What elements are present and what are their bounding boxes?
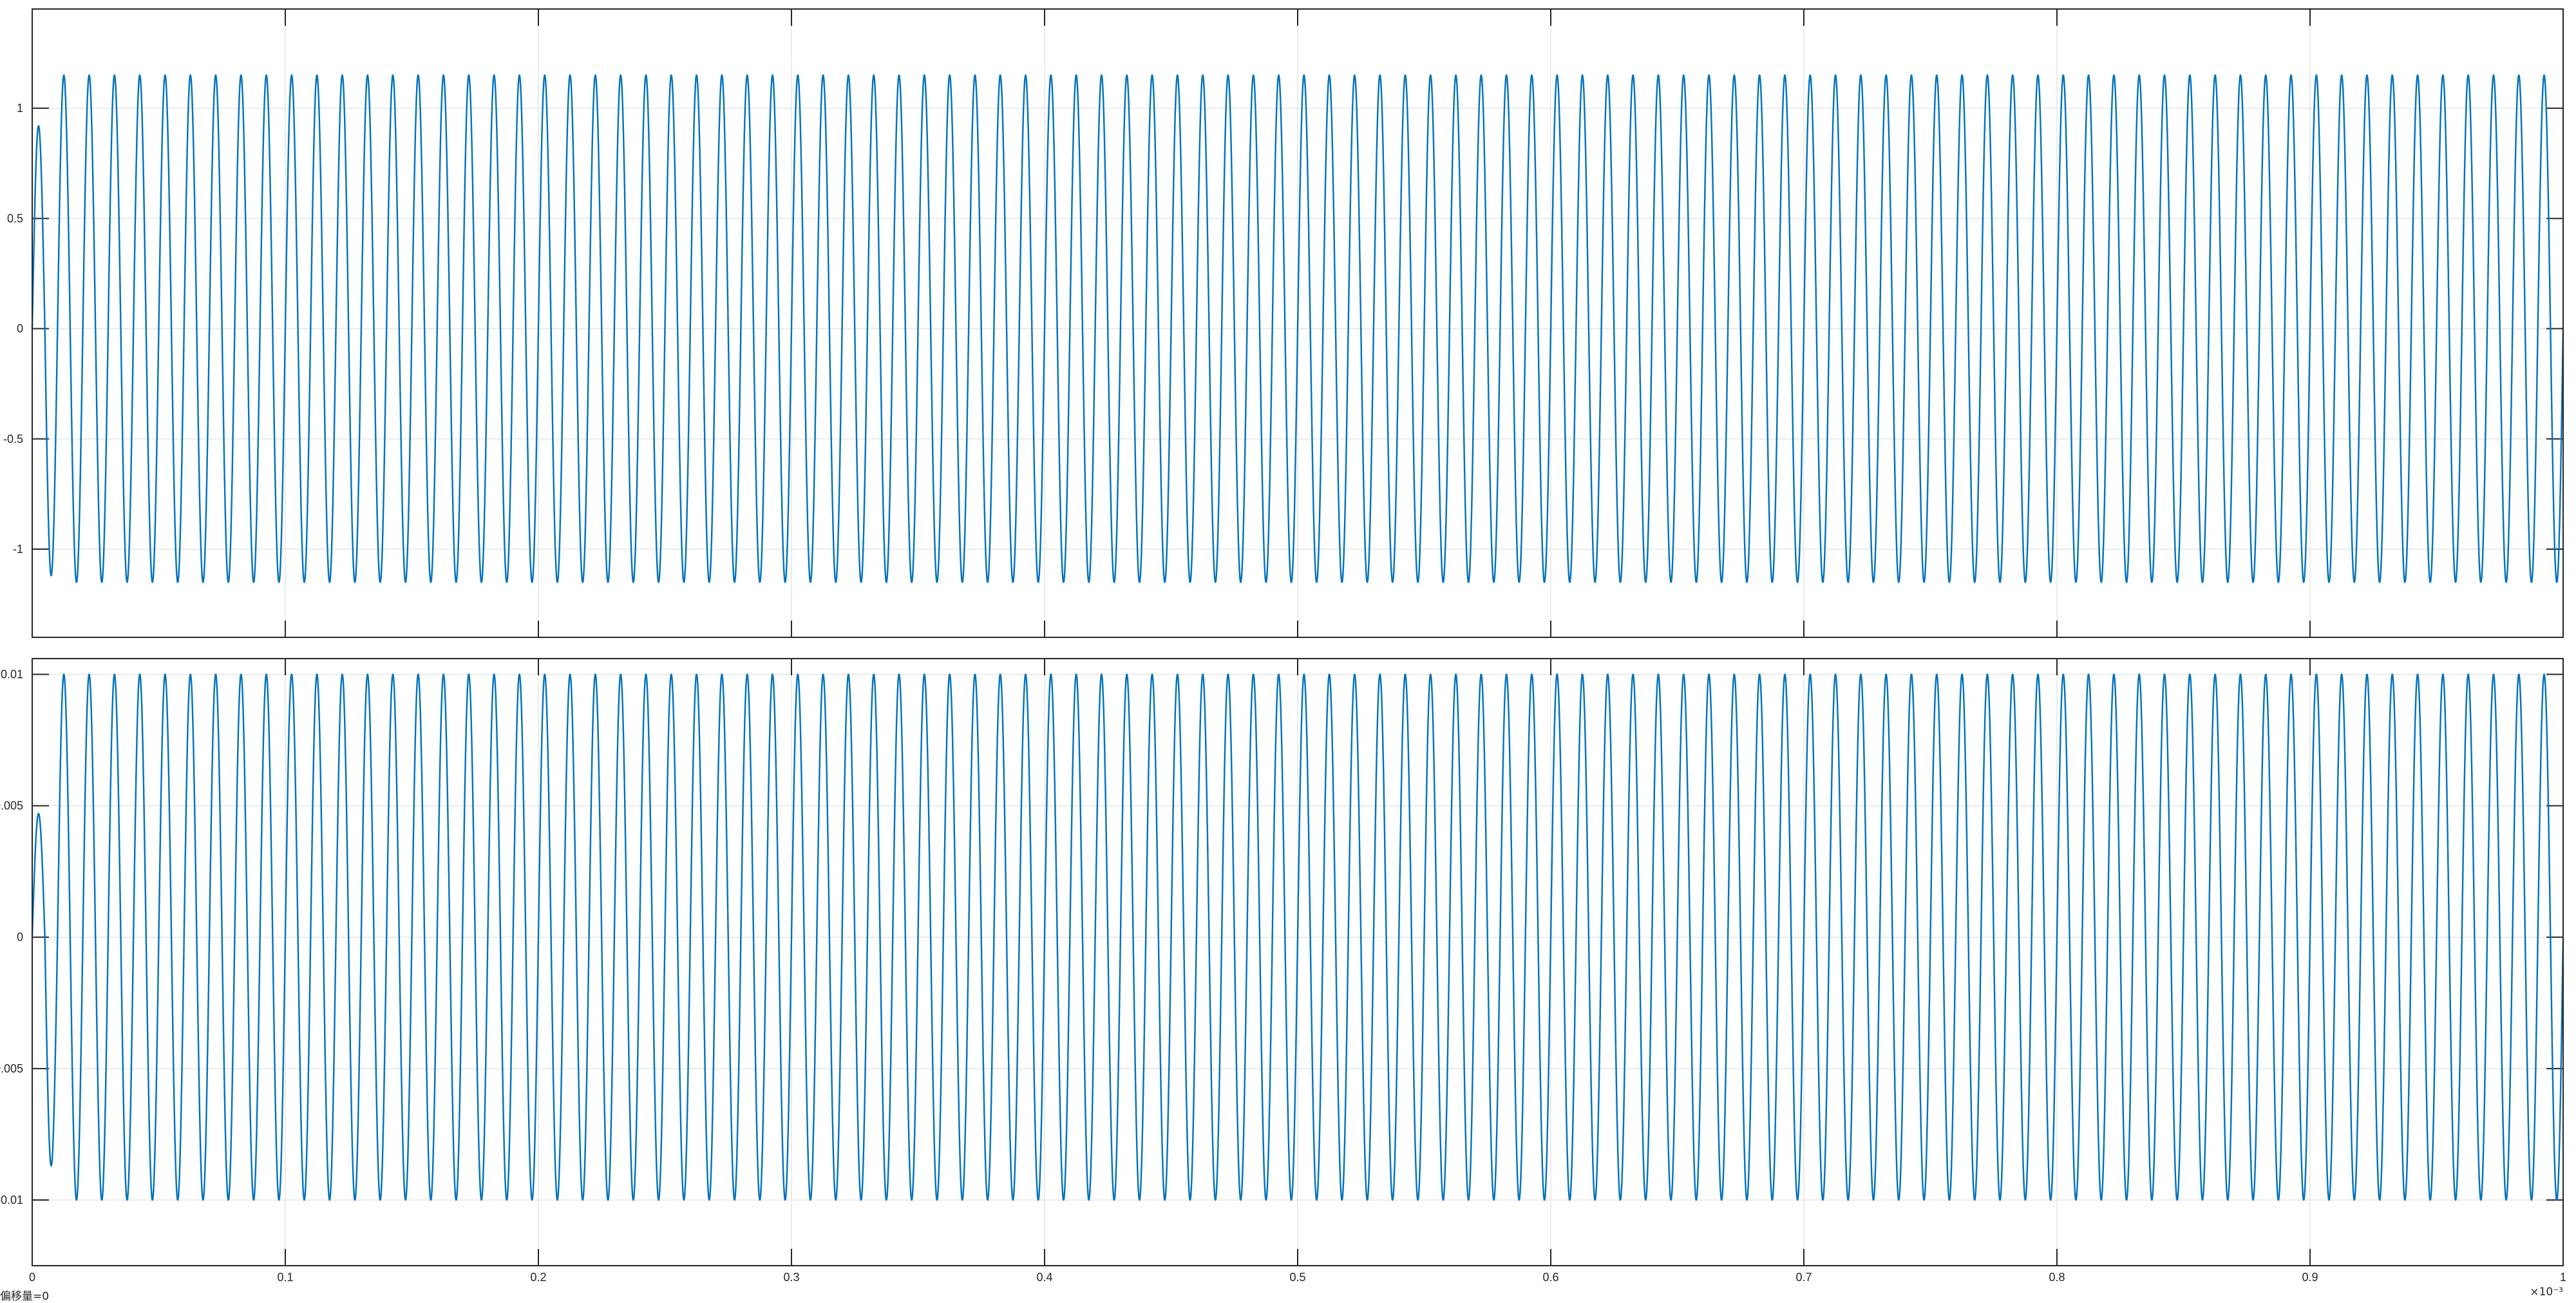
x-tick-label: 0.7 <box>1795 1271 1812 1284</box>
bottom-signal-series <box>31 673 2564 1201</box>
bottom-axes-tick-labels: 0 0.1 0.2 0.3 0.4 0.5 0.6 0.7 0.8 0.9 1 -0.01 -0.005… <box>0 668 2566 1298</box>
y-tick-label: -1 <box>13 543 23 556</box>
y-tick-label: -0.5 <box>3 433 23 445</box>
x-tick-label: 0.3 <box>783 1271 799 1284</box>
top-signal-series <box>31 74 2564 583</box>
y-tick-label: 0.005 <box>0 800 23 812</box>
top-axes-frame <box>32 8 2564 638</box>
bottom-axes-frame <box>32 658 2564 1266</box>
x-tick-label: 0.1 <box>277 1271 293 1284</box>
y-tick-label: -0.01 <box>0 1194 23 1206</box>
y-tick-label: 0.5 <box>7 212 23 225</box>
top-axes-tick-labels: -1 -0.5 0 0.5 1 <box>3 102 23 556</box>
top-axes[interactable]: -1 -0.5 0 0.5 1 <box>3 8 2564 638</box>
x-tick-label: 0.5 <box>1289 1271 1305 1284</box>
y-tick-label: 0 <box>17 931 23 944</box>
x-tick-label: 0.8 <box>2049 1271 2065 1284</box>
y-tick-label: 1 <box>17 102 23 115</box>
offset-status-text: 偏移量=0 <box>0 1290 50 1303</box>
x-tick-label: 0.2 <box>530 1271 546 1284</box>
x-tick-label: 0.4 <box>1036 1271 1052 1284</box>
y-tick-label: -0.005 <box>0 1062 23 1075</box>
bottom-axes-ticks <box>32 659 2564 1266</box>
x-tick-label: 0.9 <box>2302 1271 2318 1284</box>
y-tick-label: 0 <box>17 323 23 335</box>
x-tick-label: 0.6 <box>1542 1271 1558 1284</box>
x-tick-label: 1 <box>2560 1271 2566 1284</box>
y-tick-label: 0.01 <box>1 668 23 680</box>
x-exponent-label: ×10⁻³ <box>2530 1286 2563 1298</box>
x-tick-label: 0 <box>29 1271 35 1284</box>
bottom-signal-line <box>31 673 2564 1201</box>
top-signal-line <box>31 74 2564 583</box>
bottom-axes[interactable]: 0 0.1 0.2 0.3 0.4 0.5 0.6 0.7 0.8 0.9 1 -0.01 -0.005… <box>0 658 2566 1298</box>
